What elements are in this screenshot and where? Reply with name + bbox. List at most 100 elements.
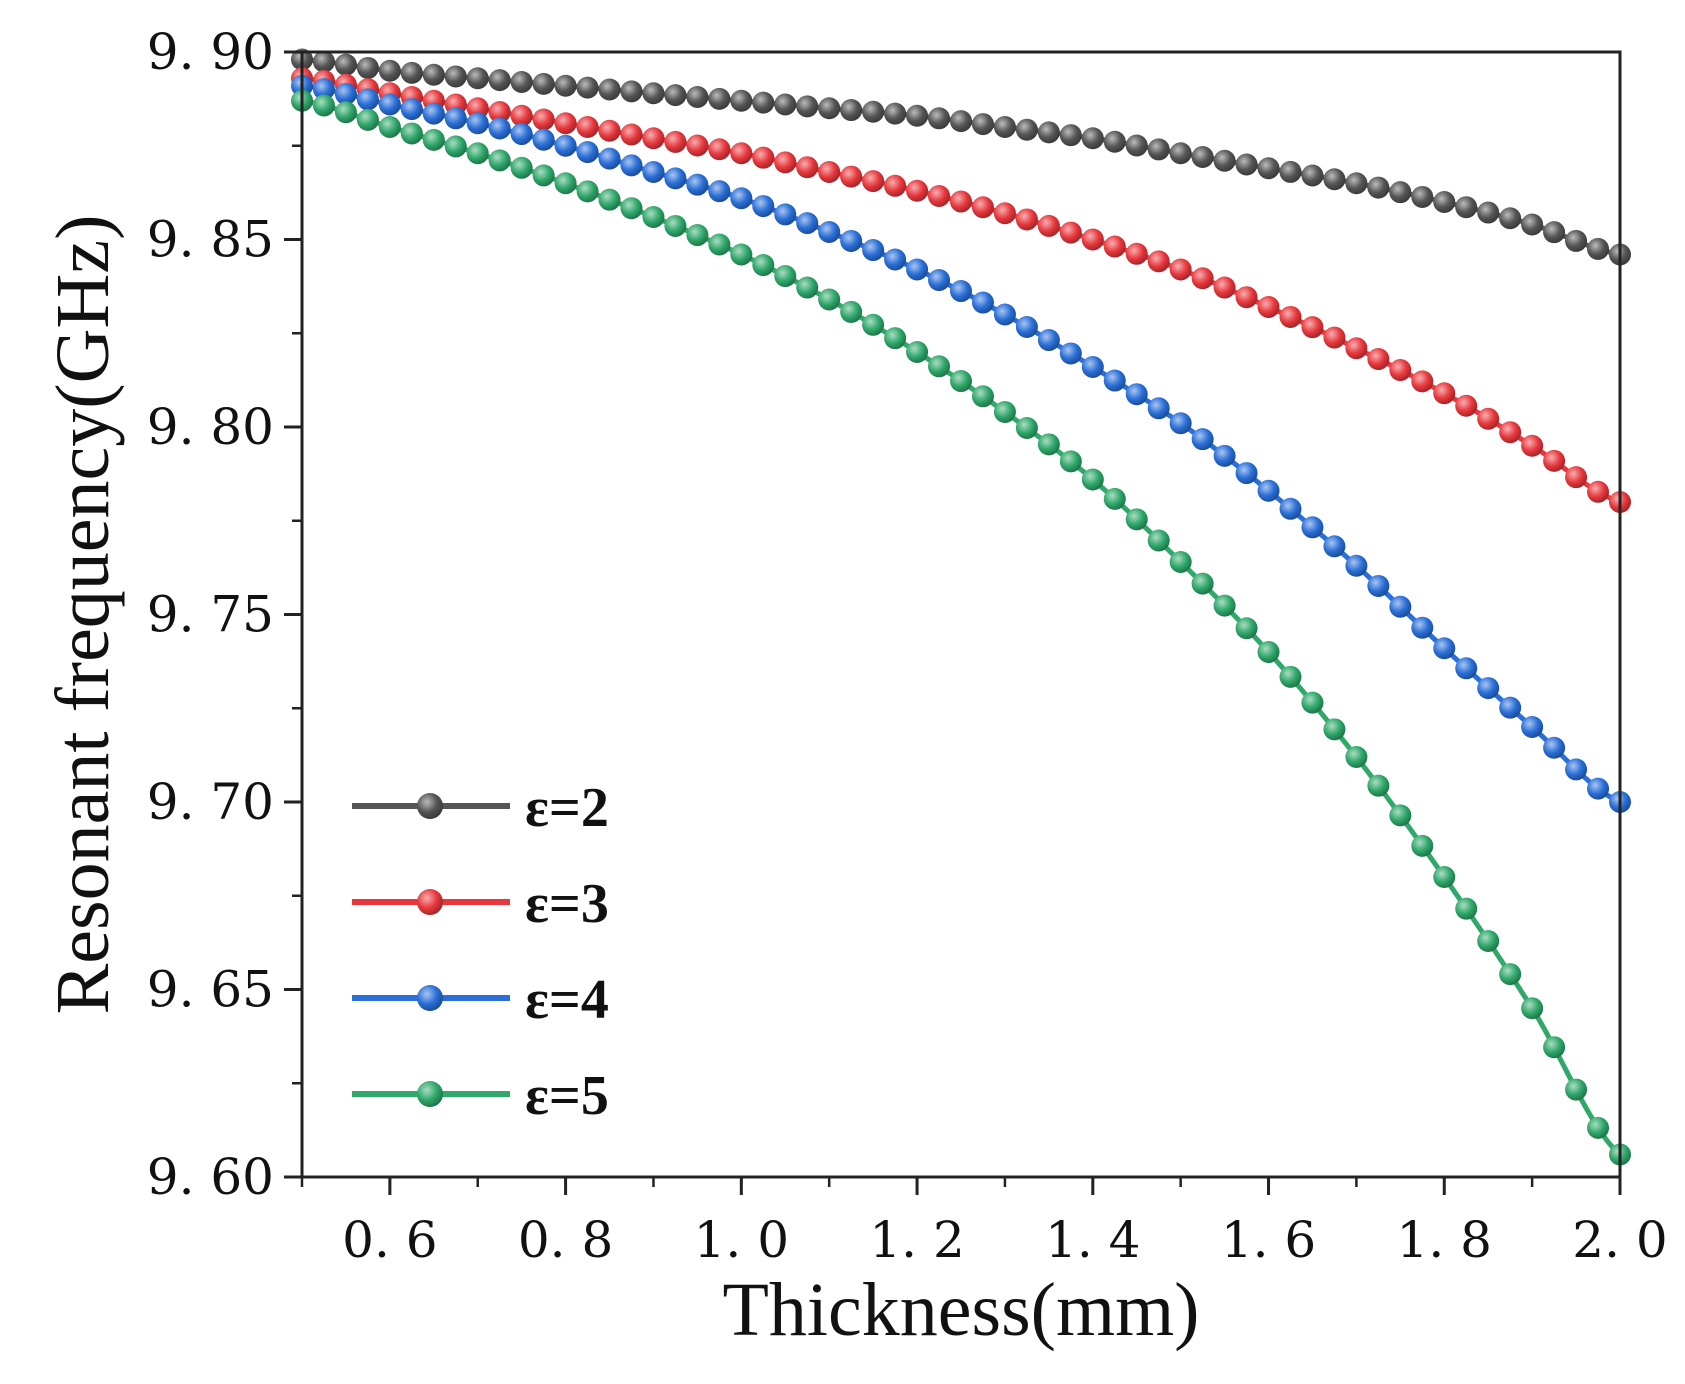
data-point bbox=[686, 224, 709, 247]
data-point bbox=[312, 50, 335, 73]
series-layer bbox=[291, 48, 1631, 1166]
plot-frame bbox=[300, 50, 1622, 1179]
data-point bbox=[1125, 508, 1148, 531]
data-point bbox=[1257, 641, 1280, 663]
data-point bbox=[1499, 421, 1522, 444]
data-point bbox=[532, 72, 555, 95]
y-tick-label: 9. 70 bbox=[147, 773, 274, 831]
data-point bbox=[1345, 337, 1368, 360]
data-point bbox=[1477, 407, 1500, 430]
data-point bbox=[686, 134, 709, 157]
legend-swatch-marker bbox=[417, 985, 443, 1011]
data-point bbox=[818, 221, 841, 243]
data-point bbox=[1147, 138, 1170, 161]
data-point bbox=[1257, 296, 1280, 318]
data-point bbox=[1213, 444, 1236, 467]
data-point bbox=[730, 89, 753, 112]
data-point bbox=[642, 82, 665, 105]
data-point bbox=[1125, 383, 1148, 406]
data-point bbox=[752, 195, 775, 218]
data-point bbox=[1455, 196, 1478, 219]
data-point bbox=[1257, 157, 1280, 180]
data-point bbox=[488, 101, 511, 123]
data-point bbox=[422, 63, 445, 86]
data-point bbox=[862, 100, 885, 123]
data-point bbox=[576, 180, 599, 203]
data-point bbox=[642, 161, 665, 183]
data-point bbox=[1037, 329, 1060, 352]
data-point bbox=[664, 167, 687, 190]
data-point bbox=[1191, 146, 1214, 168]
data-point bbox=[1169, 551, 1192, 573]
data-point bbox=[620, 197, 643, 220]
data-point bbox=[1389, 181, 1412, 204]
data-point bbox=[488, 117, 511, 140]
data-point bbox=[1169, 412, 1192, 435]
data-point bbox=[1213, 276, 1236, 299]
y-axis-title: Resonant frequency(GHz) bbox=[41, 215, 125, 1015]
data-point bbox=[1279, 665, 1302, 688]
data-point bbox=[356, 56, 379, 79]
data-point bbox=[1059, 342, 1082, 365]
data-point bbox=[1301, 316, 1324, 339]
data-point bbox=[1235, 286, 1258, 309]
data-point bbox=[1323, 168, 1346, 191]
data-point bbox=[334, 101, 357, 124]
data-point bbox=[1455, 657, 1478, 680]
legend-label: ε=5 bbox=[525, 1065, 609, 1127]
data-point bbox=[1587, 1116, 1610, 1139]
y-tick-label: 9. 80 bbox=[147, 398, 274, 456]
data-point bbox=[840, 229, 863, 252]
data-point bbox=[1499, 696, 1522, 719]
data-point bbox=[840, 300, 863, 323]
data-point bbox=[312, 78, 335, 101]
data-point bbox=[312, 94, 335, 117]
data-point bbox=[1433, 191, 1456, 213]
legend: ε=2 ε=3 ε=4 ε=5 bbox=[352, 777, 609, 1127]
data-point bbox=[1587, 777, 1610, 800]
data-point bbox=[620, 123, 643, 146]
data-point bbox=[1543, 736, 1566, 759]
y-tick-label: 9. 75 bbox=[147, 586, 274, 644]
x-tick-label: 2. 0 bbox=[1572, 1211, 1667, 1269]
legend-swatch-marker bbox=[417, 1081, 443, 1107]
series-3 bbox=[291, 74, 1631, 813]
data-point bbox=[1411, 616, 1434, 639]
data-point bbox=[730, 243, 753, 266]
series-4 bbox=[291, 89, 1631, 1166]
data-point bbox=[1367, 176, 1390, 199]
data-point bbox=[971, 291, 994, 314]
y-tick-label: 9. 60 bbox=[147, 1148, 274, 1206]
data-point bbox=[510, 123, 533, 146]
data-point bbox=[950, 280, 972, 303]
data-point bbox=[950, 110, 972, 133]
data-point bbox=[752, 91, 775, 114]
data-point bbox=[664, 214, 687, 237]
data-point bbox=[356, 108, 379, 131]
data-point bbox=[400, 98, 423, 121]
data-point bbox=[1059, 221, 1082, 244]
data-point bbox=[1345, 746, 1368, 768]
data-point bbox=[1433, 637, 1456, 660]
data-point bbox=[840, 99, 863, 122]
data-point bbox=[664, 84, 687, 107]
data-point bbox=[532, 108, 555, 131]
data-point bbox=[1015, 316, 1038, 339]
data-point bbox=[1411, 185, 1434, 208]
data-point bbox=[1279, 497, 1302, 520]
data-point bbox=[1235, 462, 1258, 485]
data-point bbox=[1213, 149, 1236, 172]
data-point bbox=[1257, 479, 1280, 502]
data-point bbox=[774, 93, 797, 116]
data-point bbox=[1147, 397, 1170, 420]
data-point bbox=[884, 174, 907, 197]
data-point bbox=[1389, 359, 1412, 382]
data-point bbox=[1587, 237, 1610, 260]
y-tick-label: 9. 85 bbox=[147, 211, 274, 269]
data-point bbox=[1323, 326, 1346, 349]
x-tick-label: 1. 8 bbox=[1397, 1211, 1492, 1269]
data-point bbox=[1389, 804, 1412, 827]
data-point bbox=[1125, 134, 1148, 157]
data-point bbox=[818, 288, 841, 311]
data-point bbox=[1235, 617, 1258, 640]
